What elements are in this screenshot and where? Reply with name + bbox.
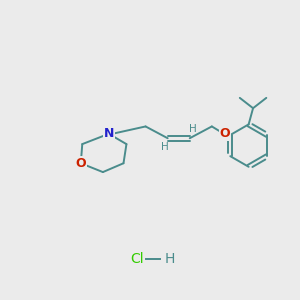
Text: H: H <box>164 252 175 266</box>
Text: H: H <box>161 142 169 152</box>
Text: H: H <box>189 124 196 134</box>
Text: N: N <box>103 127 114 140</box>
Text: O: O <box>220 127 230 140</box>
Text: Cl: Cl <box>130 252 144 266</box>
Text: O: O <box>76 157 86 170</box>
